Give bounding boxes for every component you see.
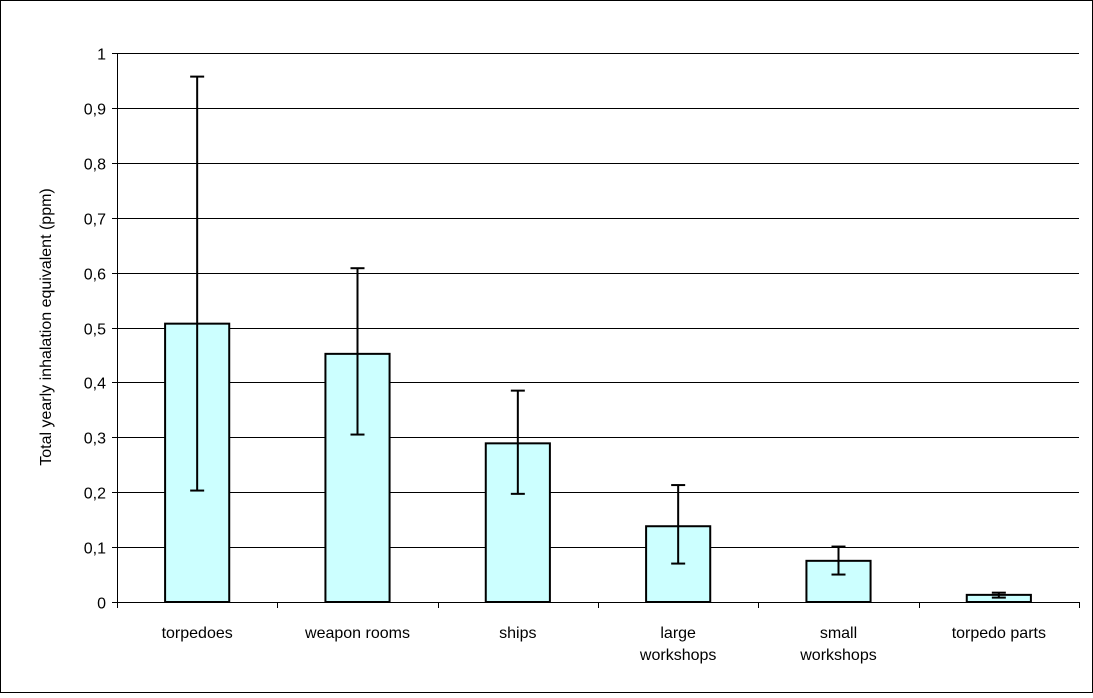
y-tick-label: 0,1 [84, 541, 106, 558]
y-tick-label: 0,9 [84, 102, 106, 119]
x-category-label: weapon rooms [304, 625, 410, 642]
x-category-label-line: workshops [799, 647, 876, 664]
x-category-label-line: large [660, 625, 696, 642]
x-category-label-line: torpedo parts [952, 625, 1046, 642]
x-category-label: torpedo parts [952, 625, 1046, 642]
y-tick-label: 0,6 [84, 267, 106, 284]
x-category-label: small workshops [799, 625, 876, 664]
axes [112, 53, 1080, 608]
y-tick-label: 0,8 [84, 157, 106, 174]
y-tick-label: 0,7 [84, 212, 106, 229]
y-tick-label: 0,2 [84, 486, 106, 503]
x-category-label: large workshops [639, 625, 716, 664]
y-tick-label: 0,5 [84, 322, 106, 339]
x-category-label: torpedoes [162, 625, 233, 642]
x-category-label-line: weapon rooms [304, 625, 410, 642]
y-tick-label: 0 [97, 596, 106, 613]
y-axis-title: Total yearly inhalation equivalent (ppm) [38, 188, 55, 465]
y-tick-label: 1 [97, 47, 106, 64]
gridlines [117, 53, 1079, 548]
error-bars [190, 75, 1006, 599]
y-tick-label: 0,3 [84, 431, 106, 448]
x-category-label-line: workshops [639, 647, 716, 664]
x-category-label-line: torpedoes [162, 625, 233, 642]
y-tick-label: 0,4 [84, 376, 106, 393]
x-category-label-line: ships [499, 625, 536, 642]
x-category-label: ships [499, 625, 536, 642]
x-category-label-line: small [820, 625, 857, 642]
labels: 0 0,1 0,2 0,3 0,4 0,5 0,6 0,7 0,8 0,9 1 torpedoes we… [84, 47, 1046, 665]
